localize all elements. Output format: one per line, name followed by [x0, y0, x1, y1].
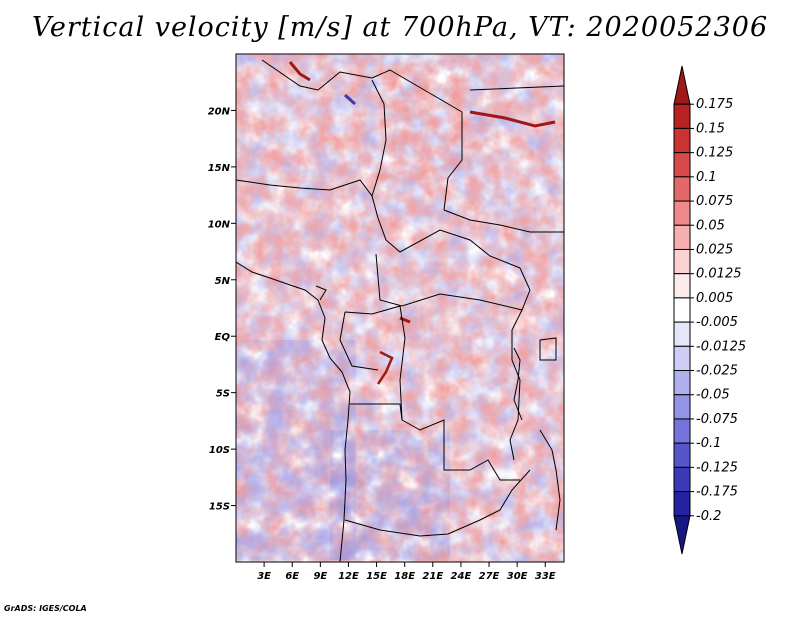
y-tick-label: EQ — [215, 332, 231, 343]
colorbar-segment — [673, 200, 691, 226]
colorbar-label: -0.075 — [696, 412, 738, 427]
colorbar-label: 0.125 — [696, 146, 733, 161]
x-tick-label: 24E — [451, 571, 472, 582]
footer-credit: GrADS: IGES/COLA — [4, 604, 87, 613]
y-tick-label: 10N — [208, 219, 231, 230]
x-tick-label: 21E — [422, 571, 443, 582]
x-axis: 3E 6E 9E 12E 15E 18E 21E 24E 27E 30E 33E — [257, 562, 556, 582]
colorbar-segment — [673, 515, 691, 555]
y-tick-label: 5S — [216, 389, 230, 400]
colorbar-segment — [673, 224, 691, 250]
x-tick-label: 30E — [507, 571, 528, 582]
x-tick-label: 3E — [257, 571, 271, 582]
colorbar-segment — [673, 394, 691, 420]
x-tick-label: 9E — [313, 571, 327, 582]
y-axis: 20N 15N 10N 5N EQ 5S 10S 15S — [208, 106, 236, 513]
plot-frame — [235, 53, 565, 563]
x-tick-label: 33E — [535, 571, 556, 582]
colorbar-label: 0.1 — [696, 170, 717, 185]
x-tick-label: 6E — [285, 571, 299, 582]
y-tick-label: 15S — [209, 502, 230, 513]
colorbar-label: -0.005 — [696, 315, 738, 330]
x-tick-label: 15E — [366, 571, 387, 582]
colorbar-segment — [673, 321, 691, 347]
colorbar-segment — [673, 442, 691, 468]
map-title: Vertical velocity [m/s] at 700hPa, VT: 2… — [31, 12, 769, 43]
y-tick-label: 5N — [215, 276, 231, 287]
colorbar-segment — [673, 273, 691, 299]
x-tick-label: 27E — [479, 571, 500, 582]
colorbar: 0.175 0.15 0.125 0.1 0.075 0.05 0.025 0.0125 0.0… — [673, 65, 746, 555]
colorbar-segment — [673, 370, 691, 396]
colorbar-segment — [673, 418, 691, 444]
velocity-field — [236, 54, 564, 562]
colorbar-label: -0.2 — [696, 509, 721, 524]
colorbar-segment — [673, 65, 691, 105]
colorbar-label: -0.175 — [696, 485, 738, 500]
y-tick-label: 20N — [208, 106, 231, 117]
colorbar-segment — [673, 152, 691, 178]
colorbar-label: -0.1 — [696, 436, 721, 451]
colorbar-label: 0.05 — [696, 218, 725, 233]
x-tick-label: 12E — [338, 571, 359, 582]
colorbar-segment — [673, 491, 691, 517]
colorbar-segment — [673, 248, 691, 275]
colorbar-label: -0.125 — [696, 460, 738, 475]
colorbar-segment — [673, 297, 691, 323]
colorbar-label: 0.075 — [696, 194, 733, 209]
colorbar-label: 0.0125 — [696, 267, 742, 282]
colorbar-label: 0.175 — [696, 97, 733, 112]
colorbar-label: 0.005 — [696, 291, 733, 306]
y-tick-label: 15N — [208, 163, 231, 174]
colorbar-label: -0.0125 — [696, 339, 746, 354]
colorbar-segment — [673, 466, 691, 493]
colorbar-segment — [673, 345, 691, 372]
colorbar-label: -0.05 — [696, 388, 730, 403]
colorbar-label: 0.15 — [696, 121, 725, 136]
x-tick-label: 18E — [394, 571, 415, 582]
colorbar-segment — [673, 127, 691, 154]
colorbar-label: 0.025 — [696, 242, 733, 257]
colorbar-segment — [673, 176, 691, 202]
country-borders — [236, 59, 564, 562]
colorbar-segment — [673, 103, 691, 129]
colorbar-label: -0.025 — [696, 364, 738, 379]
y-tick-label: 10S — [209, 445, 230, 456]
